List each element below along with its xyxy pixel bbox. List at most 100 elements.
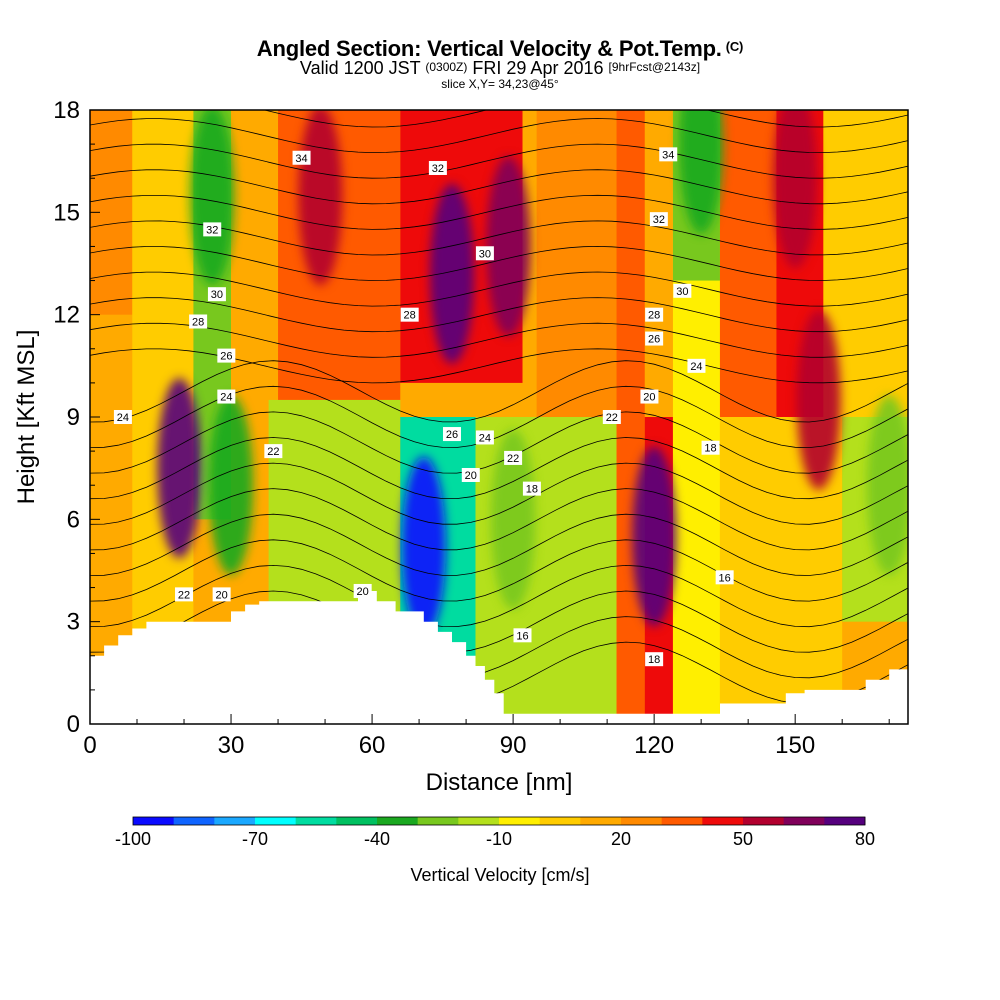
contour-label-bg [353,583,372,598]
contour-label: 24 [687,358,706,373]
contour-label-text: 22 [606,412,618,424]
contour-label: 20 [212,587,231,602]
colorbar-swatch [499,817,541,825]
contour-label-text: 18 [704,443,716,455]
valid-date: FRI 29 Apr 2016 [472,58,604,78]
contour-label-bg [461,467,480,482]
contour-label: 22 [504,450,523,465]
chart-title: Angled Section: Vertical Velocity & Pot.… [0,36,1000,62]
colorbar-label: Vertical Velocity [cm/s] [410,865,589,885]
y-tick-label: 12 [53,302,80,329]
contour-label-text: 24 [220,392,232,404]
contour-label: 26 [645,331,664,346]
contour-label: 34 [659,147,678,162]
contour-line [90,411,908,474]
contour-label-bg [645,307,664,322]
contour-label-bg [475,430,494,445]
contour-label-bg [687,358,706,373]
colorbar-tick-label: 80 [855,829,875,849]
contour-label: 18 [522,481,541,496]
contour-label-bg [400,307,419,322]
colorbar-swatch [255,817,297,825]
colorbar-tick-label: 20 [611,829,631,849]
velocity-cell [679,110,724,235]
contour-label-text: 28 [648,310,660,322]
forecast-info: [9hrFcst@2143z] [608,60,701,74]
contour-label-text: 24 [479,432,491,444]
contour-line [90,143,908,179]
chart-slice-info: slice X,Y= 34,23@45° [441,77,559,91]
contour-label-bg [212,587,231,602]
contour-line [90,169,908,205]
contour-label-bg [602,410,621,424]
colorbar-swatch [377,817,419,825]
x-axis-ticks: 0 30 60 90 120 150 [83,714,890,759]
contour-label: 18 [701,440,720,455]
contour-label: 18 [645,652,664,667]
y-tick-label: 0 [67,711,80,738]
contour-line [90,513,908,576]
contour-line [90,118,908,154]
contour-label-text: 26 [648,334,660,346]
contour-line [90,488,908,551]
contour-label: 24 [113,410,132,424]
valid-prefix: Valid 1200 JST [299,58,421,78]
colorbar-swatch [133,817,175,825]
contour-label-bg [649,212,668,227]
chart-valid-time: Valid 1200 JST (0300Z) FRI 29 Apr 2016 [… [0,58,1000,79]
velocity-cell [632,446,677,627]
colorbar-swatch [702,817,744,825]
y-tick-label: 6 [67,506,80,533]
contour-label-text: 18 [526,484,538,496]
velocity-cells [157,110,908,637]
contour-label: 16 [513,628,532,643]
contour-label: 34 [292,150,311,165]
contour-label-bg [522,481,541,496]
contour-label-bg [207,287,226,302]
colorbar-tick-label: 50 [733,829,753,849]
contour-line [90,194,908,230]
x-tick-label: 60 [359,732,386,759]
contour-line [90,271,908,307]
contour-label-bg [264,444,283,459]
contour-line [90,539,908,602]
y-tick-label: 3 [67,609,80,636]
y-tick-label: 15 [53,199,80,226]
colorbar-swatch [417,817,459,825]
contour-label-bg [513,628,532,643]
contour-label-bg [673,283,692,298]
contour-label-bg [189,314,208,329]
velocity-band [719,110,777,417]
contour-label-bg [217,389,236,404]
velocity-cell [298,110,343,286]
contour-label-bg [645,331,664,346]
contour-label-text: 20 [357,586,369,598]
contour-label-text: 24 [117,412,129,424]
contour-label-bg [217,348,236,363]
contour-line [90,360,908,423]
contour-label-text: 20 [643,392,655,404]
title-main: Angled Section: Vertical Velocity & Pot.… [256,36,722,61]
contour-line [90,322,908,358]
contour-label: 28 [189,314,208,329]
title-unit: (C) [725,39,744,54]
contour-label-text: 32 [653,214,665,226]
contour-label: 20 [640,389,659,404]
velocity-cell [491,429,536,610]
contour-label-text: 26 [220,351,232,363]
contour-label: 20 [461,467,480,482]
colorbar-swatch [743,817,785,825]
colorbar-tick-label: -10 [486,829,512,849]
x-axis-label: Distance [nm] [426,769,573,796]
x-tick-label: 0 [83,732,96,759]
contour-label-bg [504,450,523,465]
x-tick-label: 90 [500,732,527,759]
contour-label: 24 [475,430,494,445]
contour-label: 22 [175,587,194,602]
x-tick-label: 30 [218,732,245,759]
velocity-cell [157,378,202,559]
contour-label: 28 [400,307,419,322]
velocity-cell [190,110,235,286]
contour-label: 30 [475,246,494,261]
